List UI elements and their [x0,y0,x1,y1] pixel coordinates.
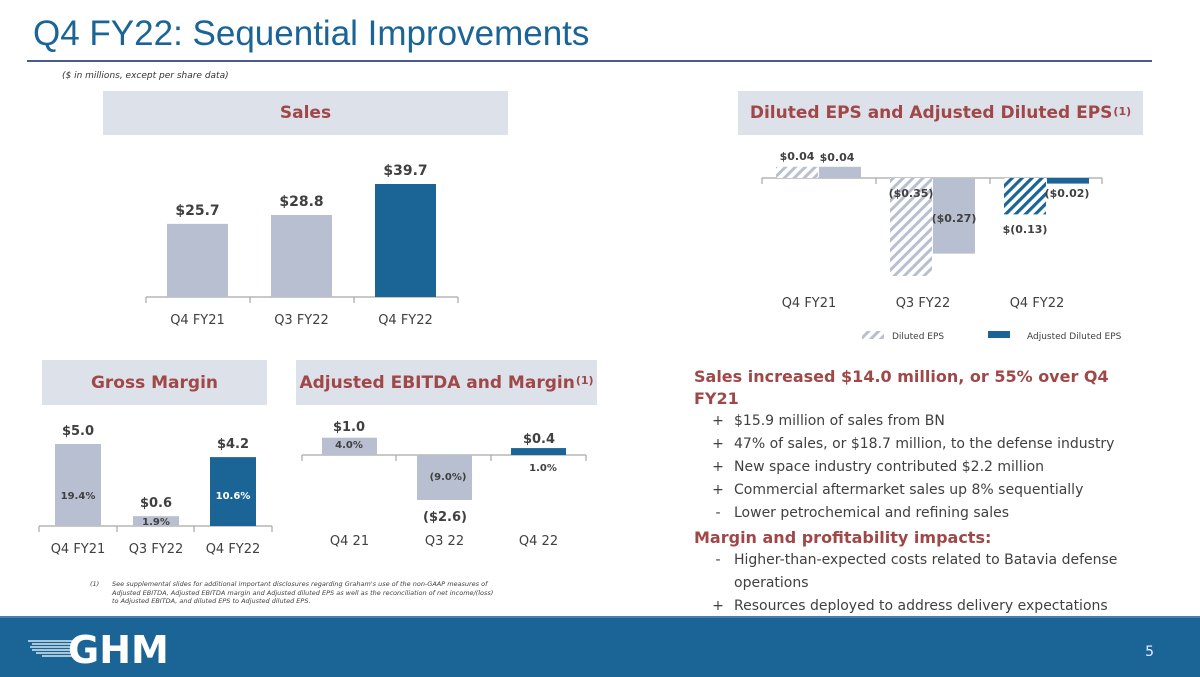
bullet-text: Lower petrochemical and refining sales [734,505,1010,521]
sales-value-label: $39.7 [383,163,427,179]
legend-diluted-swatch [862,331,884,339]
gross-margin-percent-label: 10.6% [216,491,251,502]
sales-category-label: Q3 FY22 [274,313,329,328]
gross-margin-value-label: $5.0 [62,424,94,439]
adjusted-eps-label: $0.04 [820,151,855,164]
ebitda-panel-header: Adjusted EBITDA and Margin (1) [296,360,597,405]
units-note: ($ in millions, except per share data) [62,71,229,81]
gross-margin-bar [210,457,256,526]
eps-footnote-ref: (1) [1113,104,1132,118]
gross-margin-percent-label: 19.4% [61,491,96,502]
footnote: (1) See supplemental slides for addition… [90,580,500,606]
sales-category-label: Q4 FY22 [378,313,433,328]
gross-margin-category-label: Q3 FY22 [129,542,184,557]
ebitda-percent-label: 4.0% [335,440,363,451]
eps-panel-header: Diluted EPS and Adjusted Diluted EPS (1) [738,91,1143,135]
bullet-text: Commercial aftermarket sales up 8% seque… [734,482,1084,498]
ebitda-category-label: Q3 22 [425,534,464,549]
gross-margin-panel-header: Gross Margin [42,360,267,405]
ebitda-value-label: ($2.6) [423,510,467,525]
bullet-item: + New space industry contributed $2.2 mil… [694,456,1144,479]
title-divider [27,60,1152,62]
page-number: 5 [1145,644,1154,660]
gross-margin-panel-title: Gross Margin [90,372,219,393]
sales-category-label: Q4 FY21 [170,313,225,328]
bullet-item: - Lower petrochemical and refining sales [694,502,1144,525]
diluted-eps-bar [1004,178,1046,215]
ebitda-value-label: $1.0 [333,420,365,435]
bullet-text: Resources deployed to address delivery e… [734,598,1108,614]
logo-text: GHM [68,628,169,667]
eps-category-label: Q4 FY21 [782,296,837,311]
adjusted-eps-label: ($0.02) [1045,187,1090,200]
ebitda-category-label: Q4 22 [519,534,558,549]
diluted-eps-bar [890,178,932,276]
commentary: Sales increased $14.0 million, or 55% ov… [694,366,1144,618]
bullet-item: + $15.9 million of sales from BN [694,410,1144,433]
diluted-eps-bar [776,166,818,178]
adjusted-eps-bar [933,178,975,254]
speed-lines-icon [28,640,73,657]
bullet-text: New space industry contributed $2.2 mill… [734,459,1045,475]
margin-heading: Margin and profitability impacts: [694,528,992,547]
ebitda-bar [511,448,566,455]
gross-margin-category-label: Q4 FY22 [206,542,261,557]
bullet-item: - Higher-than-expected costs related to B… [694,549,1144,595]
gross-margin-value-label: $4.2 [217,437,249,452]
sales-panel-header: Sales [103,91,508,135]
ghm-logo: GHM [28,628,169,667]
footnote-number: (1) [90,580,100,588]
sales-bar [271,215,332,297]
plus-icon: + [712,482,724,498]
ebitda-panel-title: Adjusted EBITDA and Margin [299,372,575,393]
ebitda-value-label: $0.4 [523,432,555,447]
sales-bar [375,184,436,297]
adjusted-eps-bar [819,166,861,178]
eps-category-label: Q4 FY22 [1010,296,1065,311]
diluted-eps-label: $0.04 [780,150,815,163]
ebitda-category-label: Q4 21 [330,534,369,549]
minus-icon: - [715,505,721,521]
sales-value-label: $25.7 [175,203,219,219]
plus-icon: + [712,459,724,475]
bullet-text: Higher-than-expected costs related to Ba… [734,552,1118,591]
bullet-item: +47% of sales, or $18.7 million, to the … [694,433,1144,456]
bullet-text: 47% of sales, or $18.7 million, to the d… [734,436,1115,452]
eps-category-label: Q3 FY22 [896,296,951,311]
sales-bar [167,223,228,297]
legend-diluted-label: Diluted EPS [892,332,944,342]
gross-margin-category-label: Q4 FY21 [51,542,106,557]
legend-adjusted-swatch [988,331,1010,338]
minus-icon: - [715,552,721,568]
eps-panel-title: Diluted EPS and Adjusted Diluted EPS [749,103,1113,123]
gross-margin-bar [55,444,101,526]
footer-bar [0,616,1200,677]
plus-icon: + [712,436,724,452]
sales-value-label: $28.8 [279,194,323,210]
bullet-item: + Commercial aftermarket sales up 8% sequ… [694,479,1144,502]
gross-margin-bar [133,516,179,526]
adjusted-eps-label: ($0.27) [932,212,977,225]
ebitda-bar [322,437,377,455]
sales-heading: Sales increased $14.0 million, or 55% ov… [694,367,1109,408]
adjusted-eps-bar [1047,178,1089,184]
ebitda-footnote-ref: (1) [575,374,594,387]
legend-adjusted-label: Adjusted Diluted EPS [1027,332,1122,342]
sales-panel-title: Sales [279,103,332,123]
diluted-eps-label: ($0.35) [889,187,934,200]
plus-icon: + [712,413,724,429]
ebitda-bar [417,455,472,500]
gross-margin-value-label: $0.6 [140,496,172,511]
diluted-eps-label: $(0.13) [1003,223,1048,236]
ebitda-percent-label: (9.0%) [430,472,467,483]
bullet-item: + Resources deployed to address delivery … [694,595,1144,618]
bullet-text: $15.9 million of sales from BN [734,413,945,429]
footnote-text: See supplemental slides for additional i… [112,580,494,605]
ebitda-percent-label: 1.0% [529,463,557,474]
plus-icon: + [712,598,724,614]
gross-margin-percent-label: 1.9% [142,517,170,528]
slide-title: Q4 FY22: Sequential Improvements [33,14,590,53]
